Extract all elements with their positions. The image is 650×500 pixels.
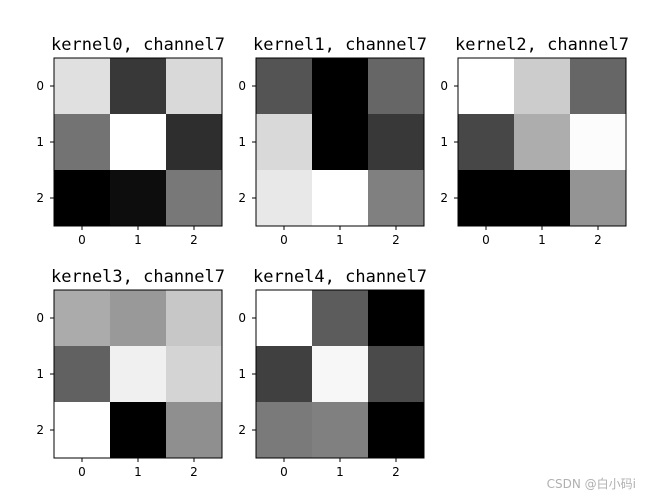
y-tick-label: 1 <box>238 367 246 381</box>
y-tick-label: 0 <box>238 79 246 93</box>
heatmap-panel-3: kernel3, channel7 0 1 2 0 1 2 <box>36 267 225 479</box>
heatmap-panel-2: kernel2, channel7 0 1 2 0 1 2 <box>440 35 629 247</box>
heatmap-cell <box>166 346 222 402</box>
heatmap-panel-0: kernel0, channel7 0 1 2 0 1 2 <box>36 35 225 247</box>
heatmap-cell <box>54 114 110 170</box>
heatmap-cell <box>110 114 166 170</box>
x-tick-label: 1 <box>336 233 344 247</box>
heatmap-cell <box>166 114 222 170</box>
heatmap-cell <box>110 290 166 346</box>
chart-title: kernel0, channel7 <box>51 35 225 55</box>
heatmap-cell <box>312 346 368 402</box>
x-tick-label: 0 <box>78 465 86 479</box>
heatmap-cell <box>514 170 570 226</box>
heatmap-cell <box>368 290 424 346</box>
heatmap-cell <box>458 114 514 170</box>
heatmap-cell <box>368 170 424 226</box>
x-tick-label: 2 <box>594 233 602 247</box>
y-tick-label: 1 <box>440 135 448 149</box>
heatmap-panel-1: kernel1, channel7 0 1 2 0 1 2 <box>238 35 427 247</box>
y-tick-label: 1 <box>36 135 44 149</box>
heatmap-cell <box>312 170 368 226</box>
x-tick-label: 2 <box>190 465 198 479</box>
heatmap-cell <box>256 402 312 458</box>
heatmap-cell <box>110 170 166 226</box>
y-tick-label: 2 <box>36 191 44 205</box>
heatmap-cell <box>458 170 514 226</box>
x-tick-label: 0 <box>482 233 490 247</box>
x-tick-label: 2 <box>392 233 400 247</box>
heatmap-cell <box>166 58 222 114</box>
x-tick-label: 0 <box>280 465 288 479</box>
heatmap-cell <box>110 402 166 458</box>
x-tick-label: 1 <box>336 465 344 479</box>
heatmap-cell <box>514 114 570 170</box>
x-tick-label: 0 <box>78 233 86 247</box>
y-tick-label: 1 <box>36 367 44 381</box>
y-tick-label: 2 <box>36 423 44 437</box>
heatmap-cell <box>368 58 424 114</box>
x-tick-label: 1 <box>134 233 142 247</box>
heatmap-panel-4: kernel4, channel7 0 1 2 0 1 2 <box>238 267 427 479</box>
heatmap-cell <box>458 58 514 114</box>
x-tick-label: 1 <box>538 233 546 247</box>
heatmap-cell <box>368 402 424 458</box>
heatmap-cell <box>312 290 368 346</box>
y-tick-label: 0 <box>440 79 448 93</box>
heatmap-cell <box>256 170 312 226</box>
heatmap-cell <box>312 402 368 458</box>
chart-title: kernel2, channel7 <box>455 35 629 55</box>
y-tick-label: 0 <box>36 79 44 93</box>
chart-title: kernel3, channel7 <box>51 267 225 287</box>
heatmap-cell <box>166 170 222 226</box>
heatmap-cell <box>256 346 312 402</box>
heatmap-cell <box>110 58 166 114</box>
heatmap-cell <box>54 58 110 114</box>
heatmap-cell <box>110 346 166 402</box>
heatmap-cell <box>54 346 110 402</box>
x-tick-label: 0 <box>280 233 288 247</box>
x-tick-label: 2 <box>392 465 400 479</box>
heatmap-cell <box>570 170 626 226</box>
y-tick-label: 2 <box>440 191 448 205</box>
y-tick-label: 1 <box>238 135 246 149</box>
heatmap-cell <box>54 402 110 458</box>
y-tick-label: 2 <box>238 191 246 205</box>
heatmap-cell <box>312 58 368 114</box>
heatmap-cell <box>54 170 110 226</box>
y-tick-label: 0 <box>36 311 44 325</box>
heatmap-cell <box>312 114 368 170</box>
heatmap-cell <box>256 290 312 346</box>
watermark: CSDN @白小码i <box>546 477 636 491</box>
heatmap-cell <box>570 114 626 170</box>
heatmap-cell <box>166 402 222 458</box>
chart-title: kernel4, channel7 <box>253 267 427 287</box>
chart-title: kernel1, channel7 <box>253 35 427 55</box>
heatmap-cell <box>256 58 312 114</box>
heatmap-cell <box>54 290 110 346</box>
heatmap-cell <box>166 290 222 346</box>
heatmap-cell <box>256 114 312 170</box>
y-tick-label: 2 <box>238 423 246 437</box>
x-tick-label: 1 <box>134 465 142 479</box>
heatmap-cell <box>368 114 424 170</box>
y-tick-label: 0 <box>238 311 246 325</box>
x-tick-label: 2 <box>190 233 198 247</box>
heatmap-cell <box>570 58 626 114</box>
heatmap-cell <box>514 58 570 114</box>
heatmap-cell <box>368 346 424 402</box>
